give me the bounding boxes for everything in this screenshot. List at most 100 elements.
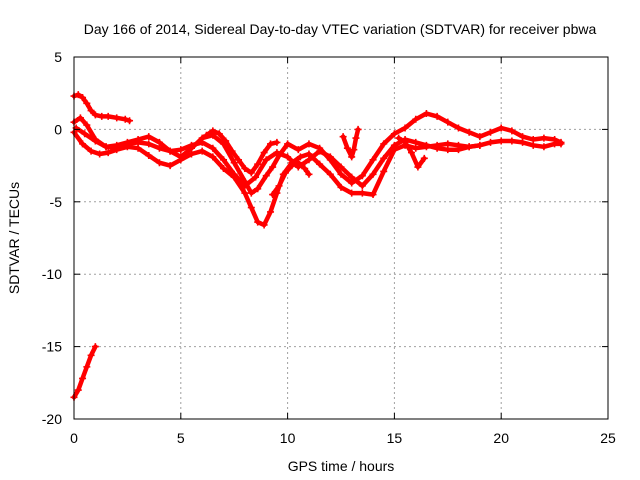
- data-point: [126, 117, 134, 125]
- data-point: [79, 374, 87, 382]
- data-point: [198, 138, 206, 146]
- data-point: [288, 162, 296, 170]
- data-point: [294, 159, 302, 167]
- data-point: [113, 144, 121, 152]
- series-layer: [70, 91, 565, 401]
- data-point: [358, 189, 366, 197]
- data-point: [369, 156, 377, 164]
- data-point: [284, 140, 292, 148]
- x-tick-label: 20: [493, 430, 509, 446]
- data-point: [273, 138, 281, 146]
- data-point: [104, 112, 112, 120]
- data-point: [155, 159, 163, 167]
- series-trace: [340, 127, 361, 160]
- y-tick-label: 0: [54, 121, 62, 137]
- data-point: [269, 163, 277, 171]
- data-point: [380, 167, 388, 175]
- series-short-d: [395, 134, 428, 171]
- data-point: [275, 182, 283, 190]
- data-point: [316, 160, 324, 168]
- data-point: [281, 169, 289, 177]
- series-short-b: [269, 159, 313, 199]
- y-axis-label: SDTVAR / TECUs: [6, 182, 22, 294]
- data-point: [209, 153, 217, 161]
- data-point: [220, 156, 228, 164]
- data-point: [145, 133, 153, 141]
- data-point: [215, 130, 223, 138]
- axis-ticks: 0 5 10 15 20 25 5 0 -5 -10 -15 -20: [42, 49, 616, 446]
- data-point: [444, 118, 452, 126]
- data-point: [412, 115, 420, 123]
- data-point: [465, 128, 473, 136]
- data-point: [166, 147, 174, 155]
- data-point: [337, 163, 345, 171]
- data-point: [247, 204, 255, 212]
- data-point: [284, 153, 292, 161]
- data-point: [267, 140, 275, 148]
- data-point: [551, 140, 559, 148]
- data-point: [294, 146, 302, 154]
- data-point: [420, 154, 428, 162]
- data-point: [113, 114, 121, 122]
- data-point: [476, 133, 484, 141]
- data-point: [121, 115, 129, 123]
- data-point: [79, 94, 87, 102]
- data-point: [262, 156, 270, 164]
- data-point: [296, 153, 304, 161]
- data-point: [87, 351, 95, 359]
- data-point: [433, 112, 441, 120]
- series-trace: [270, 160, 312, 197]
- data-point: [260, 149, 268, 157]
- data-point: [497, 124, 505, 132]
- data-point: [422, 141, 430, 149]
- data-point: [187, 141, 195, 149]
- data-point: [260, 221, 268, 229]
- x-tick-label: 10: [280, 430, 296, 446]
- data-point: [454, 146, 462, 154]
- data-point: [198, 147, 206, 155]
- data-point: [487, 128, 495, 136]
- data-point: [407, 149, 415, 157]
- data-point: [305, 156, 313, 164]
- data-point: [83, 99, 91, 107]
- data-point: [241, 164, 249, 172]
- data-point: [166, 162, 174, 170]
- data-point: [91, 111, 99, 119]
- data-point: [102, 143, 110, 151]
- data-point: [145, 140, 153, 148]
- data-point: [354, 125, 362, 133]
- data-point: [508, 137, 516, 145]
- data-point: [104, 149, 112, 157]
- data-point: [380, 140, 388, 148]
- data-point: [267, 208, 275, 216]
- data-point: [497, 137, 505, 145]
- data-point: [337, 183, 345, 191]
- data-point: [220, 164, 228, 172]
- data-point: [529, 141, 537, 149]
- data-point: [177, 156, 185, 164]
- data-point: [350, 146, 358, 154]
- grid: [74, 57, 608, 419]
- data-point: [369, 191, 377, 199]
- data-point: [390, 141, 398, 149]
- data-point: [269, 191, 277, 199]
- data-point: [76, 114, 84, 122]
- data-point: [91, 137, 99, 145]
- data-point: [358, 182, 366, 190]
- x-tick-label: 25: [600, 430, 616, 446]
- data-point: [454, 124, 462, 132]
- data-point: [74, 386, 82, 394]
- data-point: [301, 164, 309, 172]
- y-tick-label: -10: [42, 266, 62, 282]
- data-point: [202, 131, 210, 139]
- data-point: [326, 170, 334, 178]
- data-point: [187, 150, 195, 158]
- y-tick-label: -5: [50, 194, 63, 210]
- data-point: [414, 163, 422, 171]
- data-point: [134, 138, 142, 146]
- data-point: [83, 363, 91, 371]
- series-short-c: [339, 125, 362, 161]
- plot-frame: [73, 56, 609, 420]
- data-point: [316, 147, 324, 155]
